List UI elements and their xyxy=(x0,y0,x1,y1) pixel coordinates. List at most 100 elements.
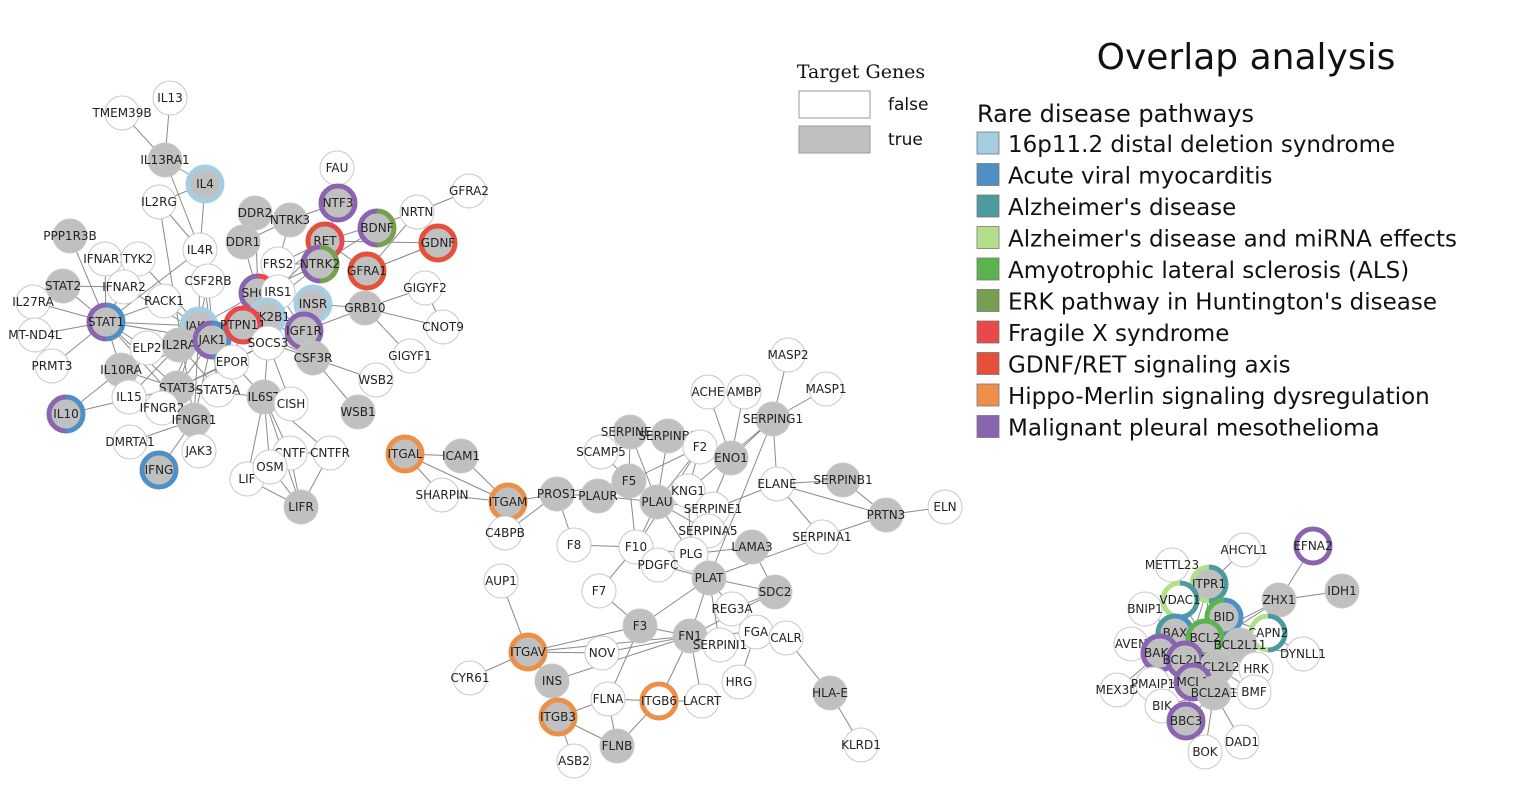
node-bdnf[interactable]: BDNF xyxy=(357,208,397,248)
node-ifnar2[interactable]: IFNAR2 xyxy=(102,269,146,305)
node-lama3[interactable]: LAMA3 xyxy=(731,529,773,565)
node-f3[interactable]: F3 xyxy=(622,608,658,644)
node-hrg[interactable]: HRG xyxy=(721,664,757,700)
node-ntrk3[interactable]: NTRK3 xyxy=(270,202,310,238)
node-jak3[interactable]: JAK3 xyxy=(181,433,217,469)
node-cyr61[interactable]: CYR61 xyxy=(450,660,490,696)
node-ahcyl1[interactable]: AHCYL1 xyxy=(1220,532,1268,568)
node-wsb2[interactable]: WSB2 xyxy=(358,362,394,398)
node-ifng[interactable]: IFNG xyxy=(139,450,179,490)
node-stat5a[interactable]: STAT5A xyxy=(196,372,241,408)
node-reg3a[interactable]: REG3A xyxy=(711,591,753,627)
node-bok[interactable]: BOK xyxy=(1187,734,1223,770)
node-ambp[interactable]: AMBP xyxy=(726,374,762,410)
node-flna[interactable]: FLNA xyxy=(590,681,626,717)
node-plg[interactable]: PLG xyxy=(673,536,709,572)
node-aup1[interactable]: AUP1 xyxy=(483,563,519,599)
node-bcl2l11[interactable]: BCL2L11 xyxy=(1214,627,1267,663)
node-serping1[interactable]: SERPING1 xyxy=(743,401,803,437)
node-ddr1[interactable]: DDR1 xyxy=(225,224,261,260)
node-gigyf1[interactable]: GIGYF1 xyxy=(388,338,432,374)
node-csf2rb[interactable]: CSF2RB xyxy=(184,263,232,299)
node-vdac1[interactable]: VDAC1 xyxy=(1159,580,1201,620)
node-cish[interactable]: CISH xyxy=(273,386,309,422)
node-tmem39b[interactable]: TMEM39B xyxy=(91,95,152,131)
node-f7[interactable]: F7 xyxy=(581,573,617,609)
node-mettl23[interactable]: METTL23 xyxy=(1145,547,1199,583)
node-pdgfc[interactable]: PDGFC xyxy=(637,547,679,583)
node-asb2[interactable]: ASB2 xyxy=(556,743,592,779)
node-pros1[interactable]: PROS1 xyxy=(537,476,577,512)
node-scamp5[interactable]: SCAMP5 xyxy=(576,434,626,470)
node-il13ra1[interactable]: IL13RA1 xyxy=(140,142,190,178)
node-eln[interactable]: ELN xyxy=(927,489,963,525)
node-plat[interactable]: PLAT xyxy=(691,560,727,596)
node-prmt3[interactable]: PRMT3 xyxy=(32,348,73,384)
node-f8[interactable]: F8 xyxy=(556,527,592,563)
node-elp2[interactable]: ELP2 xyxy=(129,330,165,366)
node-itgam[interactable]: ITGAM xyxy=(488,482,528,522)
node-gfra2[interactable]: GFRA2 xyxy=(449,173,489,209)
node-fn1[interactable]: FN1 xyxy=(672,618,708,654)
node-efna2[interactable]: EFNA2 xyxy=(1293,526,1333,566)
node-frs2[interactable]: FRS2 xyxy=(260,246,296,282)
node-gdnf[interactable]: GDNF xyxy=(418,223,458,263)
node-capn2[interactable]: CAPN2 xyxy=(1248,613,1288,653)
node-icam1[interactable]: ICAM1 xyxy=(442,438,480,474)
node-dynll1[interactable]: DYNLL1 xyxy=(1280,636,1326,672)
node-masp2[interactable]: MASP2 xyxy=(767,337,809,373)
node-calr[interactable]: CALR xyxy=(768,620,804,656)
node-ifngr1[interactable]: IFNGR1 xyxy=(172,402,217,438)
node-mex3d[interactable]: MEX3D xyxy=(1095,672,1139,708)
node-osm[interactable]: OSM xyxy=(252,449,288,485)
node-ptpn11[interactable]: PTPN11 xyxy=(220,305,266,345)
node-ntrk2[interactable]: NTRK2 xyxy=(300,244,340,284)
node-il27ra[interactable]: IL27RA xyxy=(12,284,55,320)
node-itgb6[interactable]: ITGB6 xyxy=(639,681,679,721)
node-sharpin[interactable]: SHARPIN xyxy=(416,477,469,513)
node-kng1[interactable]: KNG1 xyxy=(670,473,706,509)
node-plaur[interactable]: PLAUR xyxy=(578,478,618,514)
node-f2[interactable]: F2 xyxy=(682,429,718,465)
node-itpr1[interactable]: ITPR1 xyxy=(1189,564,1229,604)
node-ddr2[interactable]: DDR2 xyxy=(237,195,273,231)
node-dad1[interactable]: DAD1 xyxy=(1224,724,1260,760)
node-itgav[interactable]: ITGAV xyxy=(508,632,548,672)
node-fau[interactable]: FAU xyxy=(319,150,355,186)
node-stat2[interactable]: STAT2 xyxy=(45,268,81,304)
node-elane[interactable]: ELANE xyxy=(757,466,797,502)
node-nov[interactable]: NOV xyxy=(584,635,620,671)
node-il13[interactable]: IL13 xyxy=(152,80,188,116)
node-cnot9[interactable]: CNOT9 xyxy=(422,309,464,345)
node-il10ra[interactable]: IL10RA xyxy=(100,352,143,388)
node-serpini1[interactable]: SERPINI1 xyxy=(693,627,747,663)
node-dmrta1[interactable]: DMRTA1 xyxy=(105,424,155,460)
node-masp1[interactable]: MASP1 xyxy=(805,371,847,407)
node-nrtn[interactable]: NRTN xyxy=(399,194,435,230)
node-klrd1[interactable]: KLRD1 xyxy=(841,727,881,763)
node-bnip1[interactable]: BNIP1 xyxy=(1127,591,1163,627)
node-gigyf2[interactable]: GIGYF2 xyxy=(403,270,447,306)
node-il6st[interactable]: IL6ST xyxy=(246,379,282,415)
node-il2ra[interactable]: IL2RA xyxy=(161,327,197,363)
node-ache[interactable]: ACHE xyxy=(690,374,726,410)
node-lacrt[interactable]: LACRT xyxy=(683,683,722,719)
node-idh1[interactable]: IDH1 xyxy=(1324,573,1360,609)
node-hla-e[interactable]: HLA-E xyxy=(812,675,848,711)
node-ntf3[interactable]: NTF3 xyxy=(318,183,358,223)
node-plau[interactable]: PLAU xyxy=(639,484,675,520)
node-il2rg[interactable]: IL2RG xyxy=(141,184,177,220)
node-eno1[interactable]: ENO1 xyxy=(713,440,749,476)
node-serpinb1[interactable]: SERPINB1 xyxy=(813,462,873,498)
node-ifnar1[interactable]: IFNAR1 xyxy=(83,241,127,277)
node-grb10[interactable]: GRB10 xyxy=(344,290,386,326)
node-il4[interactable]: IL4 xyxy=(185,164,225,204)
node-stat1[interactable]: STAT1 xyxy=(86,302,126,342)
node-itgb3[interactable]: ITGB3 xyxy=(538,697,578,737)
node-epor[interactable]: EPOR xyxy=(214,344,250,380)
node-gfra1[interactable]: GFRA1 xyxy=(347,251,387,291)
node-c4bpb[interactable]: C4BPB xyxy=(485,515,525,551)
node-ifngr2[interactable]: IFNGR2 xyxy=(140,390,185,426)
node-lifr[interactable]: LIFR xyxy=(283,489,319,525)
node-flnb[interactable]: FLNB xyxy=(599,728,635,764)
